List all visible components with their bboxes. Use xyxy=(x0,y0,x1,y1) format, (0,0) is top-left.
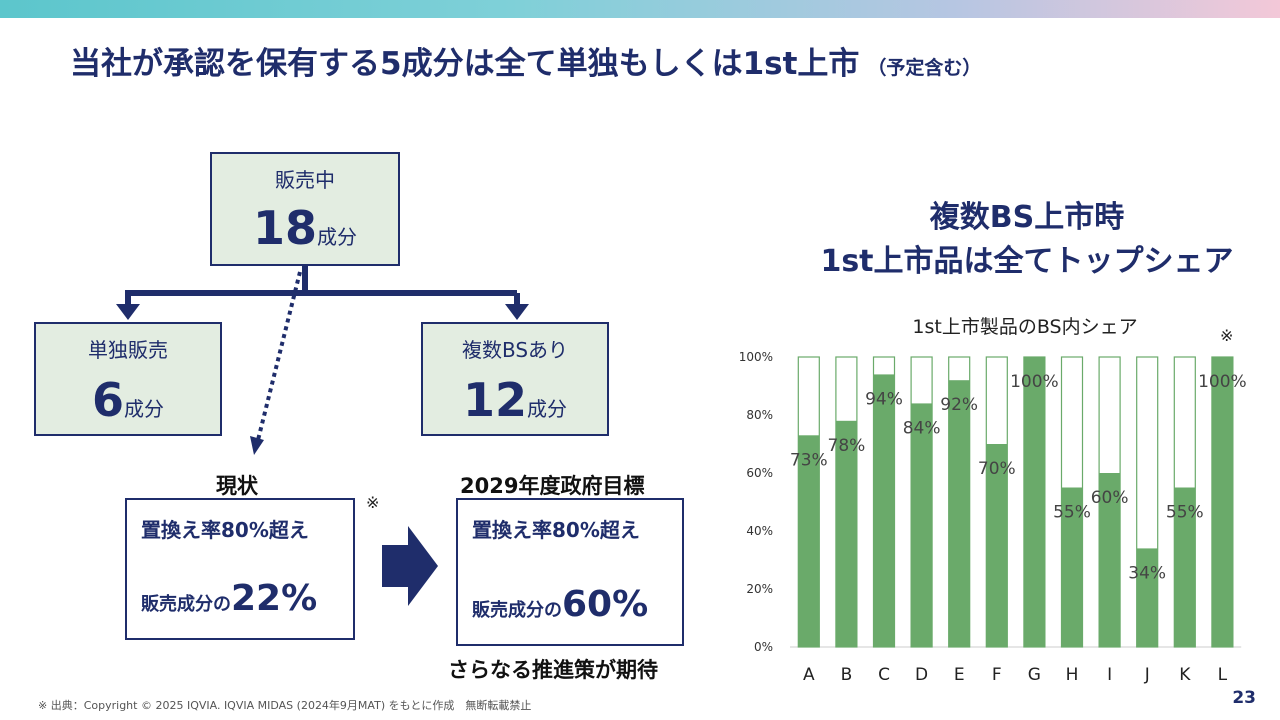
x-tick-label: A xyxy=(803,665,815,685)
box-sole-sale-label: 単独販売 xyxy=(88,338,168,362)
x-tick-label: J xyxy=(1144,665,1150,685)
arrow-right-head xyxy=(505,304,529,320)
dotted-connector xyxy=(256,271,302,441)
top-gradient-bar xyxy=(0,0,1280,18)
y-tick-label: 60% xyxy=(746,466,773,480)
data-label: 55% xyxy=(1053,503,1091,523)
chart-note-mark: ※ xyxy=(1220,326,1234,345)
current-line1: 置換え率80%超え xyxy=(141,518,309,542)
data-label: 73% xyxy=(790,450,828,470)
chart-heading-line1: 複数BS上市時 xyxy=(929,200,1125,235)
x-tick-label: E xyxy=(954,665,965,685)
chart-heading-line2: 1st上市品は全てトップシェア xyxy=(820,244,1234,279)
bar xyxy=(798,435,820,647)
bar xyxy=(986,444,1008,647)
x-tick-label: F xyxy=(992,665,1002,685)
slide-title-text: 当社が承認を保有する5成分は全て単独もしくは1st上市 xyxy=(70,46,860,82)
target-line1: 置換え率80%超え xyxy=(472,518,640,542)
bar xyxy=(1136,548,1158,647)
x-tick-label: B xyxy=(841,665,853,685)
data-label: 55% xyxy=(1166,503,1204,523)
current-status-box: 置換え率80%超え 販売成分の22% xyxy=(125,498,355,640)
x-tick-label: G xyxy=(1028,665,1041,685)
bar xyxy=(948,380,970,647)
box-on-sale-unit: 成分 xyxy=(317,225,357,249)
bar xyxy=(873,374,895,647)
data-label: 100% xyxy=(1198,372,1247,392)
box-sole-sale-number: 6 xyxy=(91,373,124,427)
box-on-sale-number: 18 xyxy=(252,201,317,255)
box-on-sale-value: 18成分 xyxy=(212,205,398,251)
chart-title: 1st上市製品のBS内シェア xyxy=(912,316,1138,338)
target-heading: 2029年度政府目標 xyxy=(460,474,645,498)
data-label: 34% xyxy=(1128,563,1166,583)
target-footer: さらなる推進策が期待 xyxy=(448,658,658,682)
source-note: ※ 出典：Copyright © 2025 IQVIA. IQVIA MIDAS… xyxy=(38,699,532,712)
box-sole-sale: 単独販売 6成分 xyxy=(34,322,222,436)
arrow-left-head xyxy=(116,304,140,320)
data-label: 60% xyxy=(1091,488,1129,508)
page-number: 23 xyxy=(1232,688,1256,708)
y-tick-label: 40% xyxy=(746,524,773,538)
bar xyxy=(1023,357,1045,647)
bar xyxy=(911,403,933,647)
progress-arrow-icon xyxy=(382,526,438,606)
target-line2-value: 60% xyxy=(562,584,649,625)
box-sole-sale-unit: 成分 xyxy=(124,397,164,421)
box-multi-bs-label: 複数BSあり xyxy=(461,338,569,362)
target-status-box: 置換え率80%超え 販売成分の60% xyxy=(456,498,684,646)
data-label: 84% xyxy=(903,418,941,438)
box-sole-sale-value: 6成分 xyxy=(36,377,220,423)
current-note-mark: ※ xyxy=(366,493,380,512)
current-line2: 販売成分の22% xyxy=(141,578,317,619)
data-label: 92% xyxy=(940,395,978,415)
y-tick-label: 20% xyxy=(746,582,773,596)
data-label: 78% xyxy=(828,436,866,456)
y-tick-label: 80% xyxy=(746,408,773,422)
current-heading: 現状 xyxy=(216,474,258,498)
x-tick-label: K xyxy=(1179,665,1191,685)
bar xyxy=(1174,487,1196,647)
box-multi-bs-number: 12 xyxy=(462,373,527,427)
data-label: 94% xyxy=(865,389,903,409)
box-multi-bs-unit: 成分 xyxy=(527,397,567,421)
y-tick-label: 100% xyxy=(739,350,773,364)
chart-heading: 複数BS上市時 1st上市品は全てトップシェア xyxy=(792,196,1262,284)
target-line2-prefix: 販売成分の xyxy=(472,600,562,621)
y-tick-label: 0% xyxy=(754,640,773,654)
x-tick-label: H xyxy=(1066,665,1079,685)
x-tick-label: C xyxy=(878,665,890,685)
dotted-arrow-head xyxy=(250,436,264,455)
target-line2: 販売成分の60% xyxy=(472,584,648,625)
box-multi-bs: 複数BSあり 12成分 xyxy=(421,322,609,436)
box-multi-bs-value: 12成分 xyxy=(423,377,607,423)
bar xyxy=(835,420,857,647)
current-line2-value: 22% xyxy=(231,578,318,619)
bar xyxy=(1099,473,1121,647)
slide-title-note: （予定含む） xyxy=(867,57,982,79)
slide-title: 当社が承認を保有する5成分は全て単独もしくは1st上市 （予定含む） xyxy=(70,38,981,83)
x-tick-label: D xyxy=(915,665,928,685)
box-on-sale-label: 販売中 xyxy=(275,168,335,192)
data-label: 70% xyxy=(978,459,1016,479)
data-label: 100% xyxy=(1010,372,1059,392)
x-tick-label: I xyxy=(1107,665,1112,685)
box-on-sale: 販売中 18成分 xyxy=(210,152,400,266)
current-line2-prefix: 販売成分の xyxy=(141,594,231,615)
bar xyxy=(1211,357,1233,647)
bar xyxy=(1061,487,1083,647)
x-tick-label: L xyxy=(1218,665,1228,685)
